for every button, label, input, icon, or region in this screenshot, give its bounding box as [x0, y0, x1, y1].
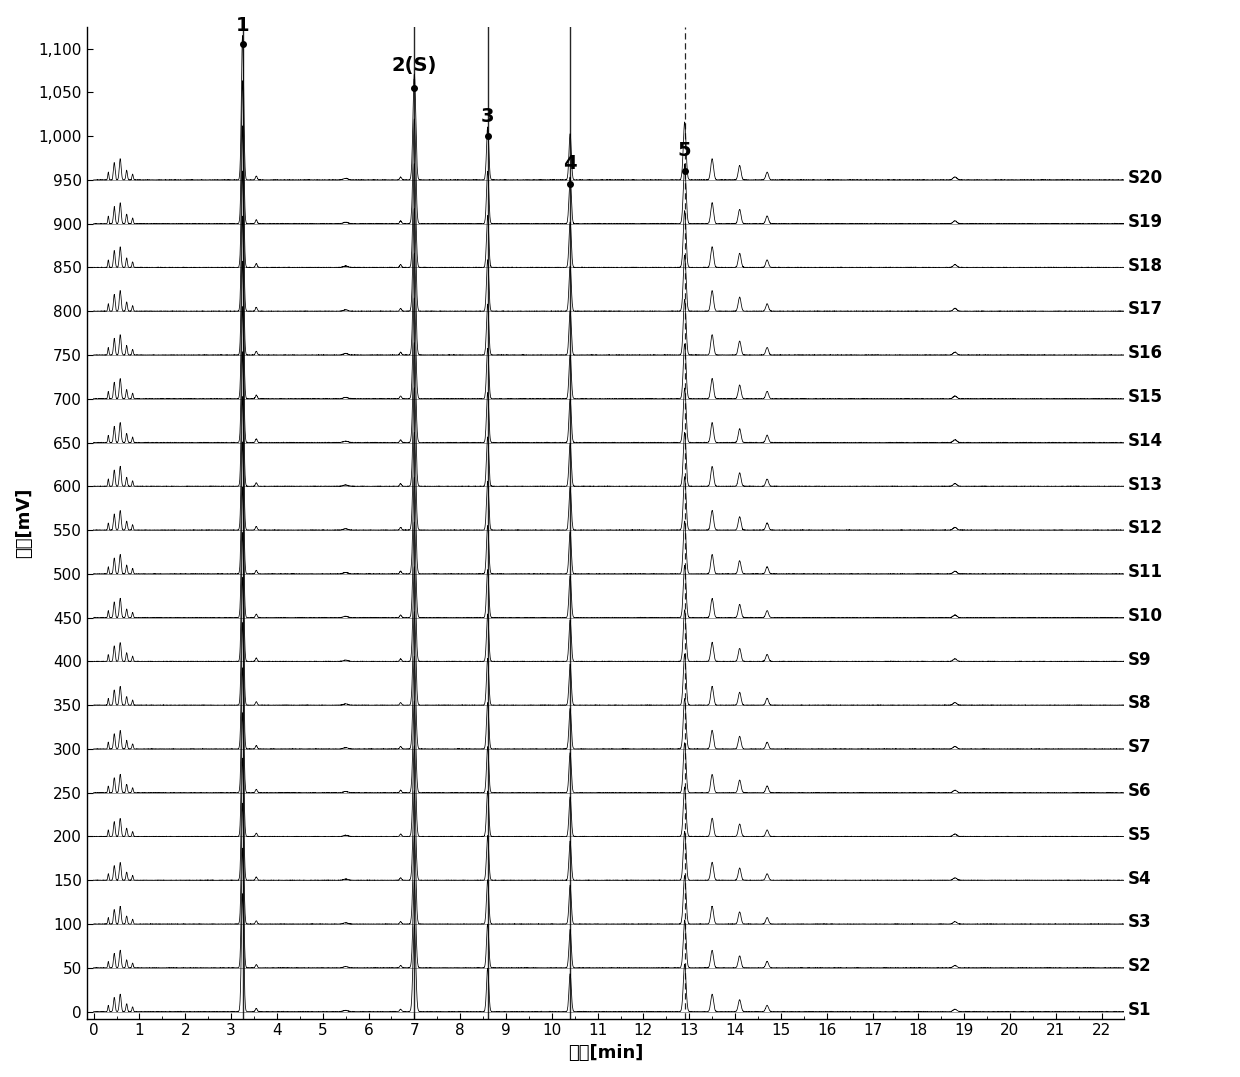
Text: 5: 5 — [678, 141, 692, 159]
Text: S19: S19 — [1128, 213, 1163, 230]
Y-axis label: 信号[mV]: 信号[mV] — [15, 488, 33, 558]
Text: S10: S10 — [1128, 606, 1163, 625]
Text: S16: S16 — [1128, 345, 1163, 362]
Text: S4: S4 — [1128, 869, 1152, 887]
Text: S1: S1 — [1128, 1001, 1152, 1019]
Text: S5: S5 — [1128, 826, 1152, 843]
X-axis label: 时间[min]: 时间[min] — [568, 1044, 644, 1062]
Text: S11: S11 — [1128, 563, 1163, 582]
Text: S12: S12 — [1128, 519, 1163, 537]
Text: S9: S9 — [1128, 651, 1152, 669]
Text: S18: S18 — [1128, 256, 1163, 275]
Text: S2: S2 — [1128, 957, 1152, 975]
Text: S8: S8 — [1128, 695, 1152, 712]
Text: S14: S14 — [1128, 432, 1163, 450]
Text: 4: 4 — [563, 154, 577, 173]
Text: S17: S17 — [1128, 300, 1163, 319]
Text: S20: S20 — [1128, 169, 1163, 187]
Text: S15: S15 — [1128, 388, 1163, 406]
Text: S7: S7 — [1128, 738, 1152, 756]
Text: S13: S13 — [1128, 476, 1163, 493]
Text: S3: S3 — [1128, 913, 1152, 932]
Text: 1: 1 — [236, 16, 249, 36]
Text: 2(S): 2(S) — [392, 56, 436, 74]
Text: 3: 3 — [481, 107, 495, 126]
Text: S6: S6 — [1128, 782, 1152, 800]
